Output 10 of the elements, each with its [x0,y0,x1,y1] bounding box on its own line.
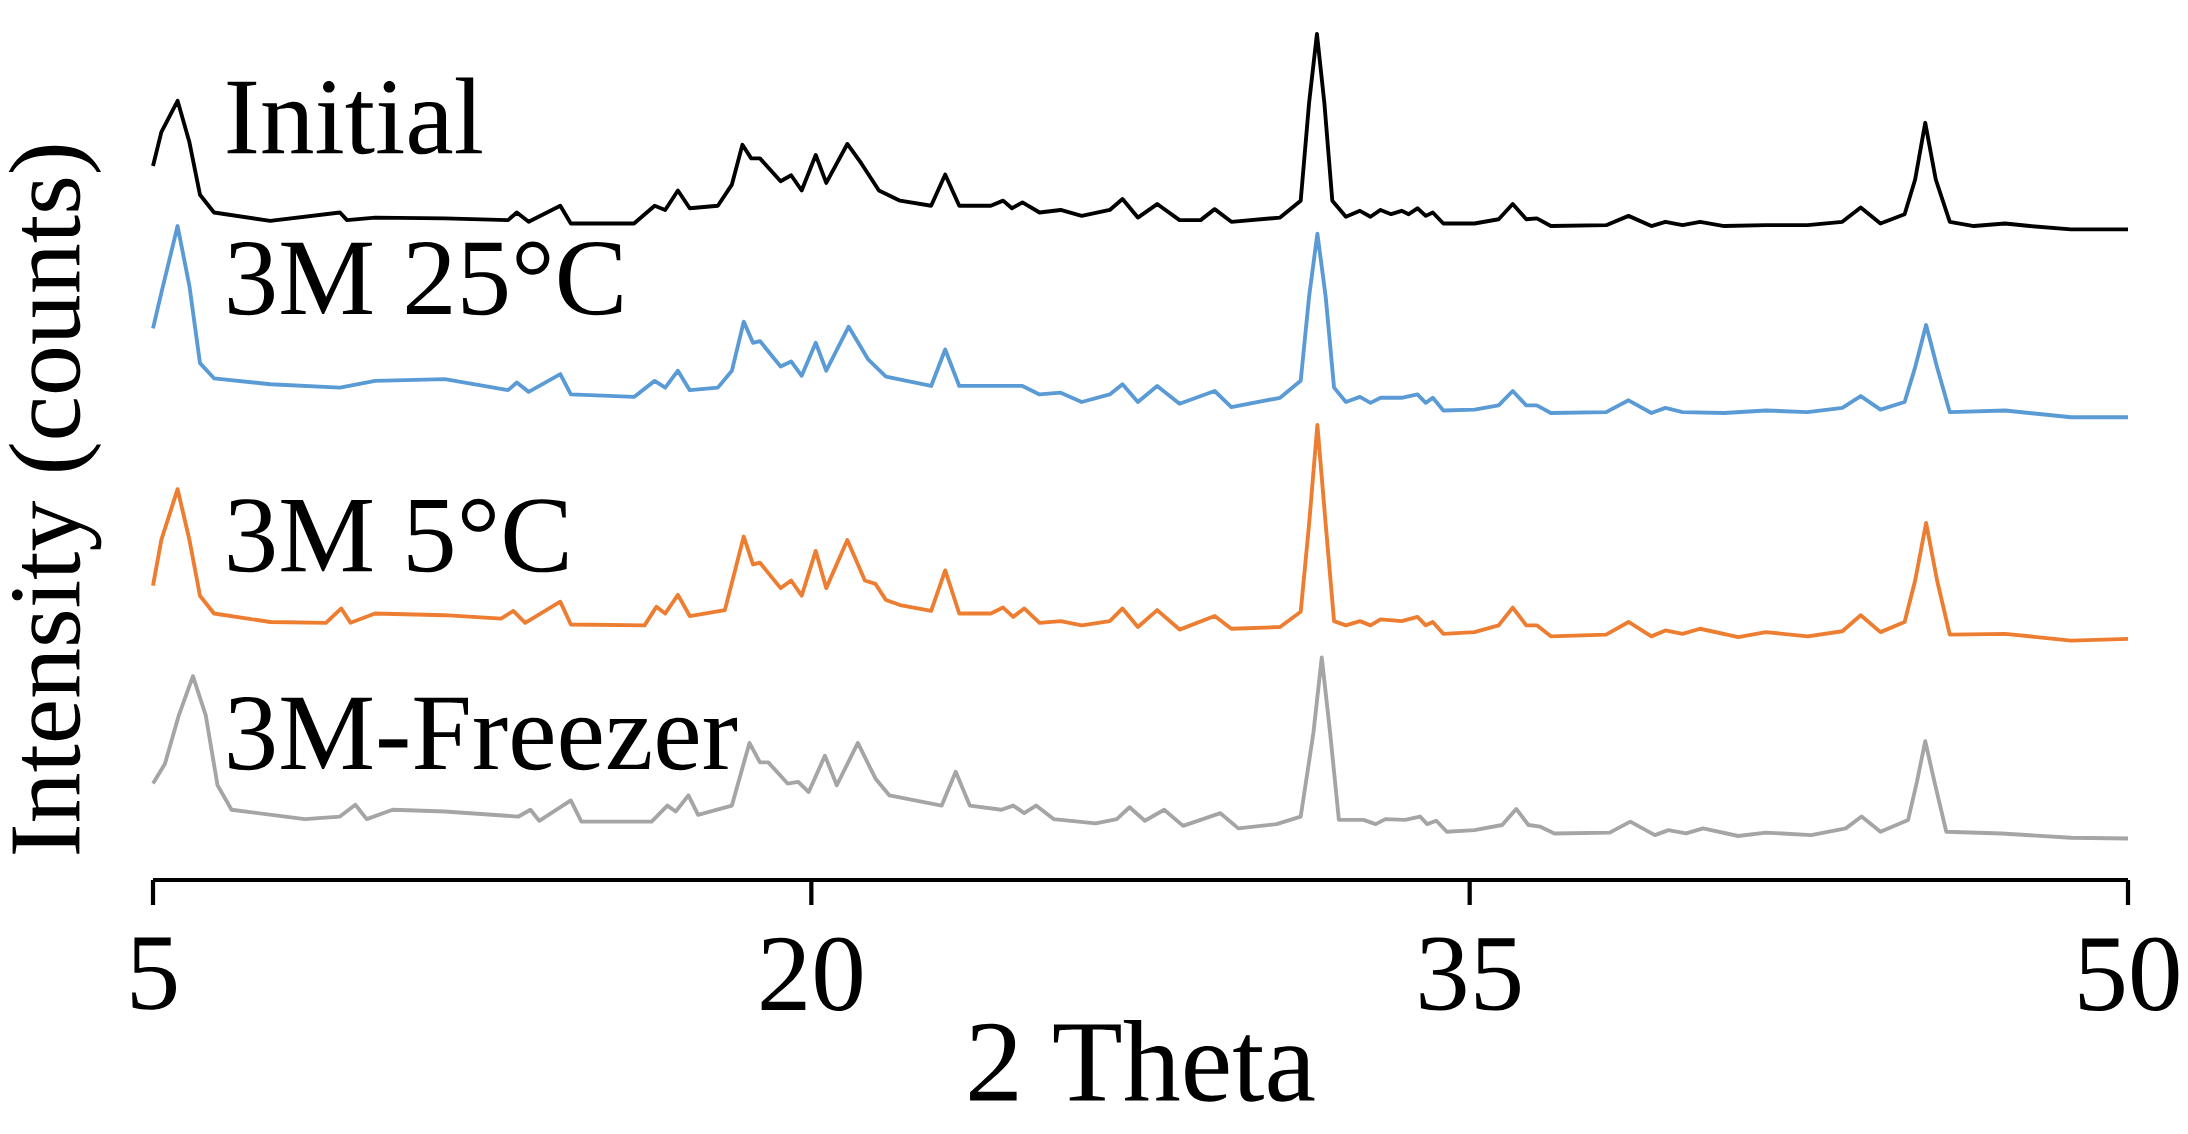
series-label: 3M-Freezer [228,696,738,771]
x-axis-title: 2 Theta [970,1020,1315,1102]
series-label: 3M 25°C [228,241,622,316]
x-tick-label: 50 [2079,937,2179,1011]
x-tick-label: 35 [1420,937,1520,1011]
series-label: 3M 5°C [228,498,567,573]
x-tick-label: 5 [132,937,176,1010]
series-label: Initial [227,77,482,155]
x-tick-label: 20 [761,937,862,1011]
y-axis-title: Intensity (counts) [8,145,102,854]
